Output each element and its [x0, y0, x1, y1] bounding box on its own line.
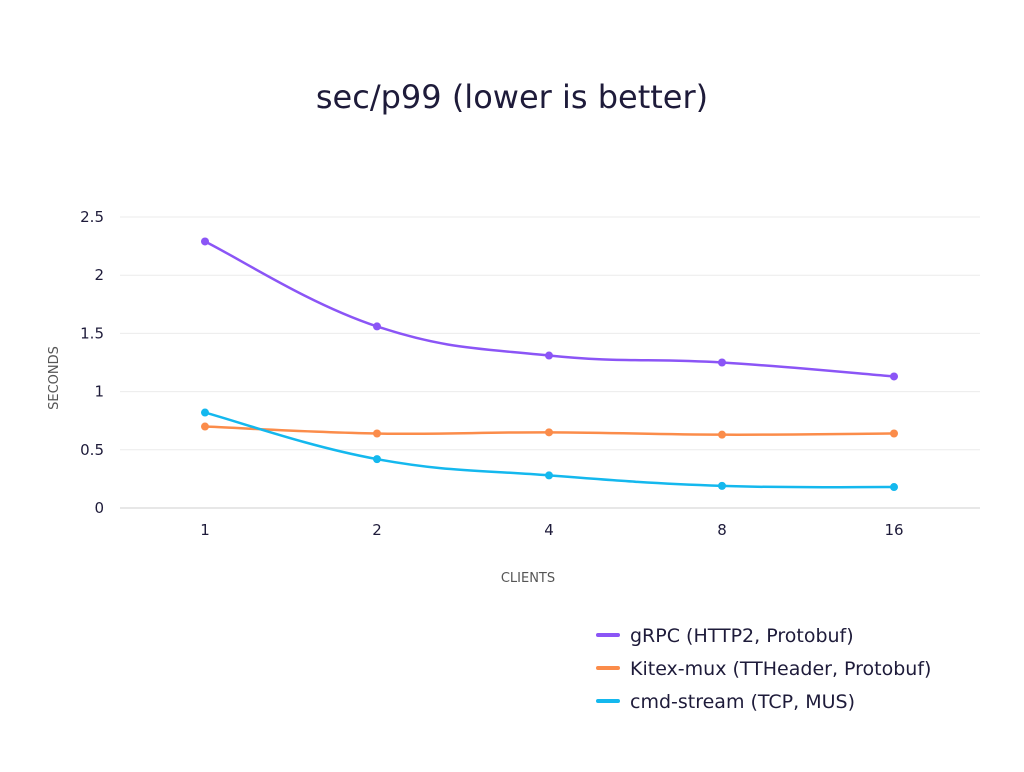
y-axis-label: SECONDS	[47, 346, 62, 410]
x-tick-label: 8	[717, 521, 727, 539]
legend-label: Kitex-mux (TTHeader, Protobuf)	[630, 658, 931, 680]
y-tick-label: 1	[94, 383, 104, 401]
data-point	[545, 428, 553, 437]
x-tick-label: 4	[544, 521, 554, 539]
data-point	[890, 372, 898, 381]
legend-item: cmd-stream (TCP, MUS)	[596, 691, 855, 713]
legend: gRPC (HTTP2, Protobuf) Kitex-mux (TTHeade…	[596, 625, 931, 713]
legend-label: gRPC (HTTP2, Protobuf)	[630, 625, 854, 647]
data-point	[545, 471, 553, 480]
y-tick-label: 2.5	[80, 208, 104, 226]
legend-item: gRPC (HTTP2, Protobuf)	[596, 625, 854, 647]
x-axis-ticks: 1 2 4 8 16	[200, 521, 903, 539]
data-point	[718, 430, 726, 439]
legend-item: Kitex-mux (TTHeader, Protobuf)	[596, 658, 931, 680]
data-point	[201, 237, 209, 246]
x-tick-label: 1	[200, 521, 210, 539]
data-point	[373, 455, 381, 464]
series-1	[201, 237, 898, 381]
data-point	[718, 358, 726, 367]
chart-title: sec/p99 (lower is better)	[316, 78, 708, 116]
data-point	[718, 481, 726, 490]
grid-lines	[120, 216, 980, 509]
data-point	[545, 351, 553, 360]
y-tick-label: 1.5	[80, 324, 104, 342]
data-point	[201, 422, 209, 431]
y-tick-label: 0.5	[80, 441, 104, 459]
data-point	[201, 408, 209, 417]
series-lines	[201, 237, 898, 492]
series-3	[201, 408, 898, 492]
data-point	[890, 429, 898, 438]
x-tick-label: 2	[372, 521, 382, 539]
x-tick-label: 16	[884, 521, 903, 539]
data-point	[373, 429, 381, 438]
x-axis-label: CLIENTS	[501, 571, 555, 586]
y-axis-ticks: 0 0.5 1 1.5 2 2.5	[80, 208, 104, 517]
legend-label: cmd-stream (TCP, MUS)	[630, 691, 855, 713]
series-2	[201, 422, 898, 439]
y-tick-label: 0	[94, 499, 104, 517]
y-tick-label: 2	[94, 266, 104, 284]
data-point	[373, 322, 381, 331]
data-point	[890, 483, 898, 492]
